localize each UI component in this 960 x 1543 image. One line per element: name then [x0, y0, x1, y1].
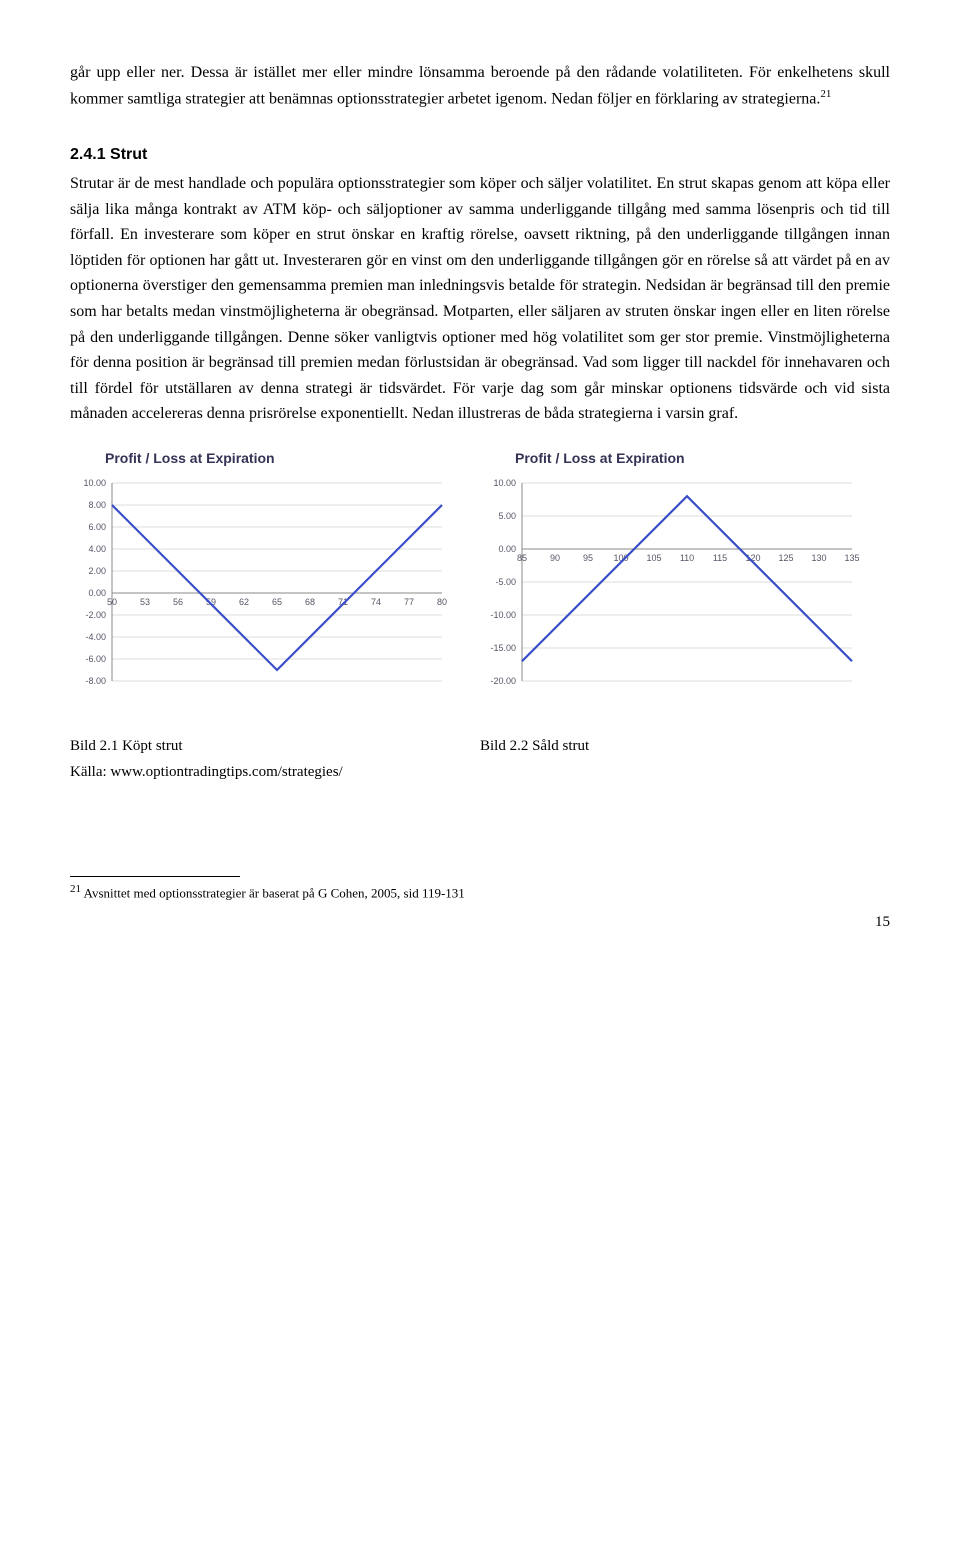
- svg-text:95: 95: [583, 553, 593, 563]
- svg-text:130: 130: [811, 553, 826, 563]
- svg-text:125: 125: [778, 553, 793, 563]
- chart-long-straddle: Profit / Loss at Expiration 10.00 8.00 6.0…: [70, 447, 450, 714]
- caption-right-block: Bild 2.2 Såld strut: [480, 732, 860, 786]
- intro-text: går upp eller ner. Dessa är istället mer…: [70, 64, 890, 107]
- svg-text:-6.00: -6.00: [85, 654, 106, 664]
- footnote-ref-21: 21: [820, 88, 831, 100]
- svg-text:6.00: 6.00: [88, 522, 106, 532]
- footnote-number: 21: [70, 883, 81, 895]
- intro-paragraph: går upp eller ner. Dessa är istället mer…: [70, 60, 890, 112]
- svg-text:-20.00: -20.00: [490, 676, 516, 686]
- svg-text:-15.00: -15.00: [490, 643, 516, 653]
- page-number: 15: [70, 910, 890, 934]
- svg-text:68: 68: [305, 597, 315, 607]
- caption-left-block: Bild 2.1 Köpt strut Källa: www.optiontra…: [70, 732, 450, 786]
- svg-text:62: 62: [239, 597, 249, 607]
- footnote-separator: [70, 876, 240, 877]
- svg-text:10.00: 10.00: [83, 478, 106, 488]
- svg-text:105: 105: [646, 553, 661, 563]
- chart1-svg: 10.00 8.00 6.00 4.00 2.00 0.00 -2.00 -4.00 -6.00…: [70, 475, 450, 705]
- chart-short-straddle: Profit / Loss at Expiration 10.00 5.00 0.0…: [480, 447, 860, 714]
- svg-text:4.00: 4.00: [88, 544, 106, 554]
- svg-text:90: 90: [550, 553, 560, 563]
- svg-text:0.00: 0.00: [498, 544, 516, 554]
- svg-text:-4.00: -4.00: [85, 632, 106, 642]
- svg-text:80: 80: [437, 597, 447, 607]
- footnote-text: Avsnittet med optionsstrategier är baser…: [81, 885, 465, 900]
- caption-bild-2-1: Bild 2.1 Köpt strut: [70, 734, 450, 758]
- strut-paragraph: Strutar är de mest handlade och populära…: [70, 171, 890, 427]
- svg-text:74: 74: [371, 597, 381, 607]
- chart1-title: Profit / Loss at Expiration: [70, 447, 450, 469]
- section-heading-strut: 2.4.1 Strut: [70, 142, 890, 168]
- svg-text:10.00: 10.00: [493, 478, 516, 488]
- captions-row: Bild 2.1 Köpt strut Källa: www.optiontra…: [70, 732, 890, 786]
- svg-text:110: 110: [680, 553, 694, 563]
- caption-source: Källa: www.optiontradingtips.com/strateg…: [70, 760, 450, 784]
- svg-text:115: 115: [713, 553, 727, 563]
- caption-bild-2-2: Bild 2.2 Såld strut: [480, 734, 860, 758]
- svg-text:56: 56: [173, 597, 183, 607]
- svg-text:-8.00: -8.00: [85, 676, 106, 686]
- svg-text:2.00: 2.00: [88, 566, 106, 576]
- svg-text:-10.00: -10.00: [490, 610, 516, 620]
- svg-text:8.00: 8.00: [88, 500, 106, 510]
- svg-text:50: 50: [107, 597, 117, 607]
- charts-row: Profit / Loss at Expiration 10.00 8.00 6.0…: [70, 447, 890, 714]
- svg-text:-2.00: -2.00: [85, 610, 106, 620]
- svg-text:53: 53: [140, 597, 150, 607]
- chart2-title: Profit / Loss at Expiration: [480, 447, 860, 469]
- svg-text:-5.00: -5.00: [495, 577, 516, 587]
- svg-text:85: 85: [517, 553, 527, 563]
- svg-text:77: 77: [404, 597, 414, 607]
- svg-text:5.00: 5.00: [498, 511, 516, 521]
- footnote-21: 21 Avsnittet med optionsstrategier är ba…: [70, 881, 890, 904]
- svg-text:135: 135: [844, 553, 859, 563]
- chart2-svg: 10.00 5.00 0.00 -5.00 -10.00 -15.00 -20.00 85 90…: [480, 475, 860, 705]
- svg-text:0.00: 0.00: [88, 588, 106, 598]
- svg-text:65: 65: [272, 597, 282, 607]
